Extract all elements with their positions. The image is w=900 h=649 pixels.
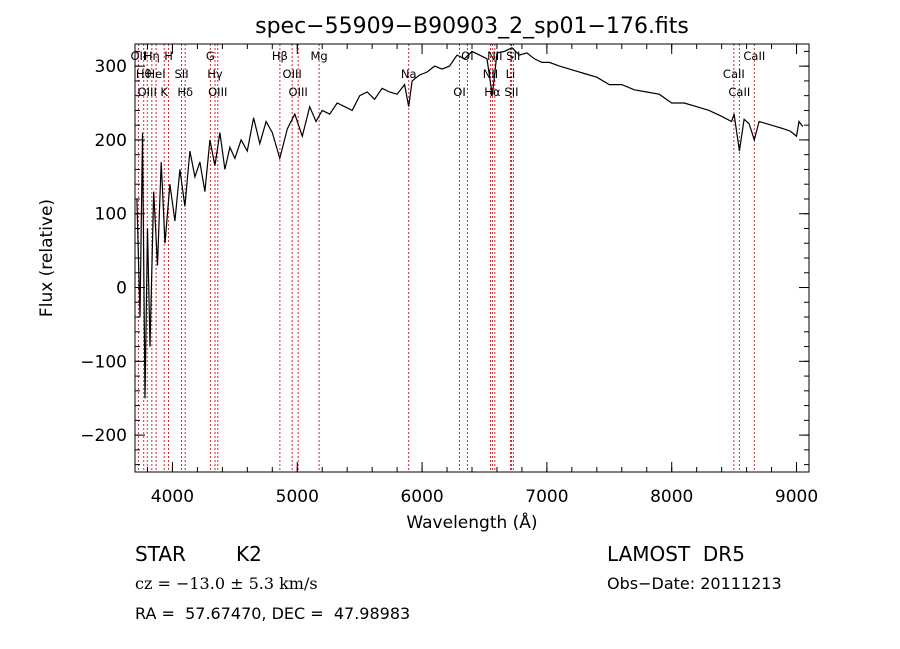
spectral-line-label: K <box>160 85 168 99</box>
observation-date: Obs−Date: 20111213 <box>607 574 782 593</box>
redshift-value: cz = −13.0 ± 5.3 km/s <box>135 574 318 593</box>
x-axis-label: Wavelength (Å) <box>406 511 537 533</box>
chart-title: spec−55909−B90903_2_sp01−176.fits <box>255 14 689 39</box>
spectral-line-label: SII <box>504 85 518 99</box>
plot-frame <box>134 43 810 473</box>
x-tick-label: 7000 <box>525 487 568 507</box>
spectral-line-label: SII <box>175 67 189 81</box>
y-tick-label: 100 <box>95 205 127 225</box>
spectral-line-label: Hδ <box>177 85 193 99</box>
spectral-line-markers <box>137 44 755 472</box>
x-tick-label: 8000 <box>650 487 693 507</box>
spectral-line-label: H <box>164 49 173 63</box>
x-tick-label: 4000 <box>151 487 194 507</box>
spectral-line-label: OIII <box>289 85 308 99</box>
x-tick-label: 9000 <box>775 487 818 507</box>
spectral-line-label: Hβ <box>272 49 288 63</box>
y-tick-label: −100 <box>80 352 127 372</box>
spectral-line-label: NII <box>487 49 502 63</box>
object-type: STAR <box>135 542 186 566</box>
y-tick-label: 200 <box>95 131 127 151</box>
spectral-line-label: HeI <box>147 67 166 81</box>
spectral-line-labels: OIIHθOIIIHηHeIKHSIIHδGHγOIIIHβOIIIOIIIMg… <box>130 49 765 99</box>
spectral-line-label: OI <box>453 85 465 99</box>
spectral-line-label: CaII <box>723 67 745 81</box>
coordinates: RA = 57.67470, DEC = 47.98983 <box>135 604 410 623</box>
spectral-line-label: CaII <box>743 49 765 63</box>
spectral-line-label: G <box>206 49 215 63</box>
spectral-line-label: Hη <box>144 49 160 63</box>
spectral-line-label: OII <box>130 49 146 63</box>
spectral-line-label: OIII <box>138 85 157 99</box>
survey-name: LAMOST DR5 <box>607 542 745 566</box>
spectral-line-label: Na <box>401 67 417 81</box>
spectral-line-label: SII <box>506 49 520 63</box>
spectral-subclass: K2 <box>236 542 262 566</box>
spectral-line-label: OIII <box>283 67 302 81</box>
y-axis-ticks: −200 −100 0 100 200 300 <box>80 50 809 466</box>
spectral-line-label: OIII <box>208 85 227 99</box>
spectral-line-label: Hθ <box>136 67 152 81</box>
y-tick-label: 300 <box>95 57 127 77</box>
x-axis-ticks: 4000 5000 6000 7000 8000 9000 <box>146 44 818 507</box>
y-axis-label: Flux (relative) <box>37 199 57 317</box>
y-tick-label: −200 <box>80 426 127 446</box>
spectral-line-label: Li <box>506 67 516 81</box>
spectral-line-label: Hγ <box>207 67 223 81</box>
spectrum-series-line <box>136 46 804 399</box>
spectral-line-label: CaII <box>728 85 750 99</box>
spectral-line-label: Mg <box>310 49 327 63</box>
x-tick-label: 6000 <box>400 487 443 507</box>
y-tick-label: 0 <box>116 279 127 299</box>
x-tick-label: 5000 <box>276 487 319 507</box>
